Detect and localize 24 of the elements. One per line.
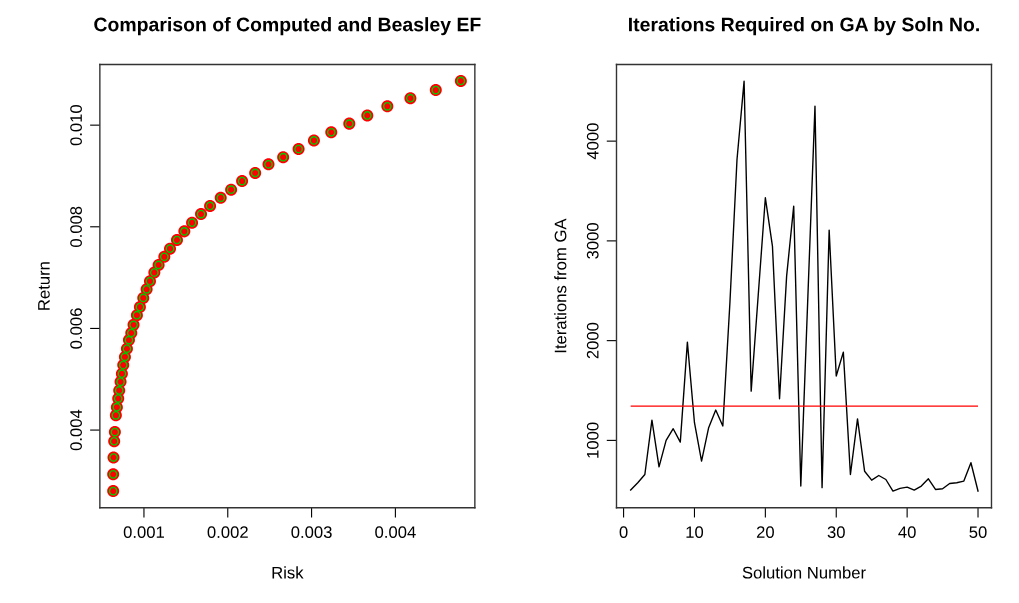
x-tick-label: 0.004 [375,526,416,539]
y-tick-label: 0.006 [70,308,82,349]
y-tick-label: 1000 [586,422,599,458]
y-tick-label: 0.004 [70,409,82,451]
y-tick-label: 4000 [586,123,599,160]
y-tick-label: 3000 [586,223,599,259]
x-tick-label: 30 [827,526,845,539]
y-tick-label: 0.008 [70,206,82,247]
x-axis-title: Solution Number [742,566,866,579]
chart-title: Comparison of Computed and Beasley EF [94,17,481,36]
y-tick-label: 2000 [586,322,599,359]
x-tick-label: 50 [969,526,987,539]
x-tick-label: 20 [756,526,774,539]
x-axis-title: Risk [272,566,304,579]
y-axis-title: Return [38,262,50,310]
chart-title: Iterations Required on GA by Soln No. [629,17,979,36]
x-tick-label: 10 [686,526,704,539]
x-tick-label: 0 [619,526,628,539]
x-tick-label: 40 [898,526,916,539]
y-tick-label: 0.010 [70,104,82,146]
x-tick-label: 0.001 [123,526,164,539]
y-axis-title: Iterations from GA [554,218,567,353]
x-tick-label: 0.003 [291,526,332,539]
x-tick-label: 0.002 [207,526,248,539]
